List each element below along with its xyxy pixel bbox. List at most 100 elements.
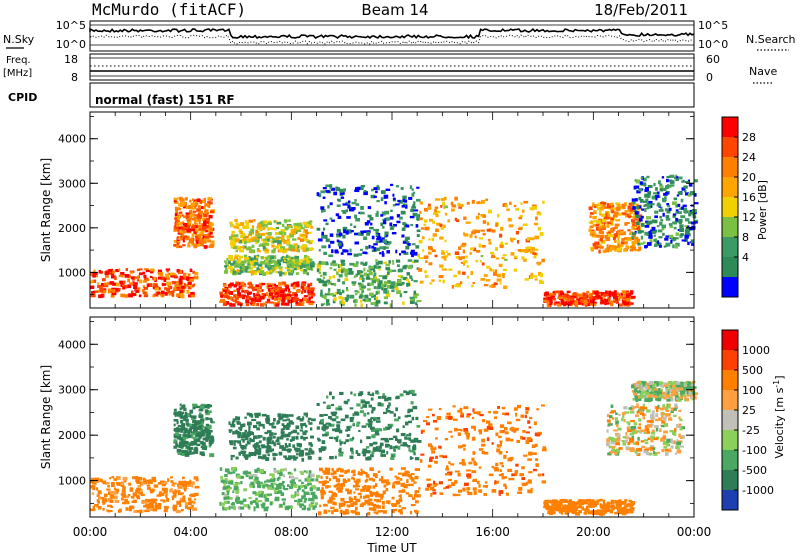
heatmap-cell [172,482,177,485]
heatmap-cell [181,449,186,452]
heatmap-cell [122,476,128,481]
heatmap-cell [246,440,250,444]
heatmap-cell [130,290,134,294]
heatmap-cell [355,450,359,454]
heatmap-cell [299,445,302,448]
heatmap-cell [228,430,232,433]
heatmap-cell [257,298,262,303]
heatmap-cell [413,280,418,283]
heatmap-cell [271,475,275,478]
heatmap-cell [307,480,312,483]
heatmap-cell [376,200,380,203]
heatmap-cell [488,241,492,245]
heatmap-cell [176,207,180,210]
heatmap-cell [457,270,461,275]
heatmap-cell [357,453,361,456]
heatmap-cell [414,490,420,493]
heatmap-cell [208,440,213,444]
heatmap-cell [136,476,139,480]
heatmap-cell [225,489,230,493]
heatmap-cell [127,293,133,298]
heatmap-cell [387,405,390,409]
heatmap-cell [131,293,136,297]
heatmap-cell [202,444,206,447]
heatmap-cell [332,476,337,480]
heatmap-cell [382,218,385,221]
heatmap-cell [463,406,469,410]
heatmap-cell [434,446,437,450]
heatmap-cell [599,512,604,516]
heatmap-cell [286,241,291,245]
heatmap-cell [382,510,387,514]
heatmap-cell [383,246,386,250]
heatmap-cell [605,290,608,294]
heatmap-cell [466,413,472,416]
heatmap-cell [362,263,367,266]
heatmap-cell [371,407,376,411]
heatmap-cell [494,480,497,484]
heatmap-cell [259,296,263,300]
heatmap-cell [371,188,374,192]
heatmap-cell [230,267,234,270]
heatmap-cell [661,227,665,231]
heatmap-cell [329,436,334,439]
heatmap-cell [249,261,254,265]
heatmap-cell [136,487,139,491]
heatmap-cell [175,282,180,286]
heatmap-cell [96,494,100,497]
heatmap-cell [401,227,406,231]
heatmap-cell [445,415,451,420]
heatmap-cell [265,235,269,239]
heatmap-cell [202,223,207,227]
heatmap-cell [384,281,388,285]
heatmap-cell [271,425,274,429]
heatmap-cell [285,445,289,448]
heatmap-cell [599,210,602,214]
heatmap-cell [613,300,618,304]
heatmap-cell [539,280,544,284]
heatmap-cell [483,493,487,496]
heatmap-cell [303,229,308,233]
heatmap-cell [435,228,439,233]
heatmap-cell [281,415,285,418]
heatmap-cell [532,452,537,455]
heatmap-cell [360,299,363,303]
heatmap-cell [398,494,401,498]
heatmap-cell [239,249,244,253]
heatmap-cell [389,216,394,220]
heatmap-cell [184,430,189,434]
heatmap-cell [638,196,642,201]
heatmap-cell [234,254,240,257]
heatmap-cell [466,415,470,418]
heatmap-cell [394,418,399,422]
heatmap-cell [359,293,363,297]
heatmap-cell [220,502,225,506]
heatmap-cell [460,281,463,285]
heatmap-cell [303,494,306,498]
heatmap-cell [474,235,477,239]
heatmap-cell [423,223,427,226]
heatmap-cell [440,226,445,230]
heatmap-cell [661,176,665,179]
heatmap-cell [429,282,433,285]
heatmap-cell [388,437,394,441]
heatmap-cell [559,499,565,503]
heatmap-cell [356,424,360,427]
heatmap-cell [336,424,341,428]
heatmap-cell [357,188,360,193]
heatmap-cell [354,189,358,192]
heatmap-cell [399,253,401,256]
heatmap-cell [321,294,325,298]
heatmap-cell [436,210,441,214]
heatmap-cell [365,423,370,426]
heatmap-cell [199,210,203,215]
heatmap-cell [260,266,263,271]
heatmap-cell [307,231,312,234]
heatmap-cell [360,488,366,492]
heatmap-cell [413,452,416,456]
heatmap-cell [489,285,493,288]
heatmap-cell [670,240,673,243]
heatmap-cell [333,268,337,271]
heatmap-cell [490,256,496,259]
heatmap-cell [332,395,335,400]
